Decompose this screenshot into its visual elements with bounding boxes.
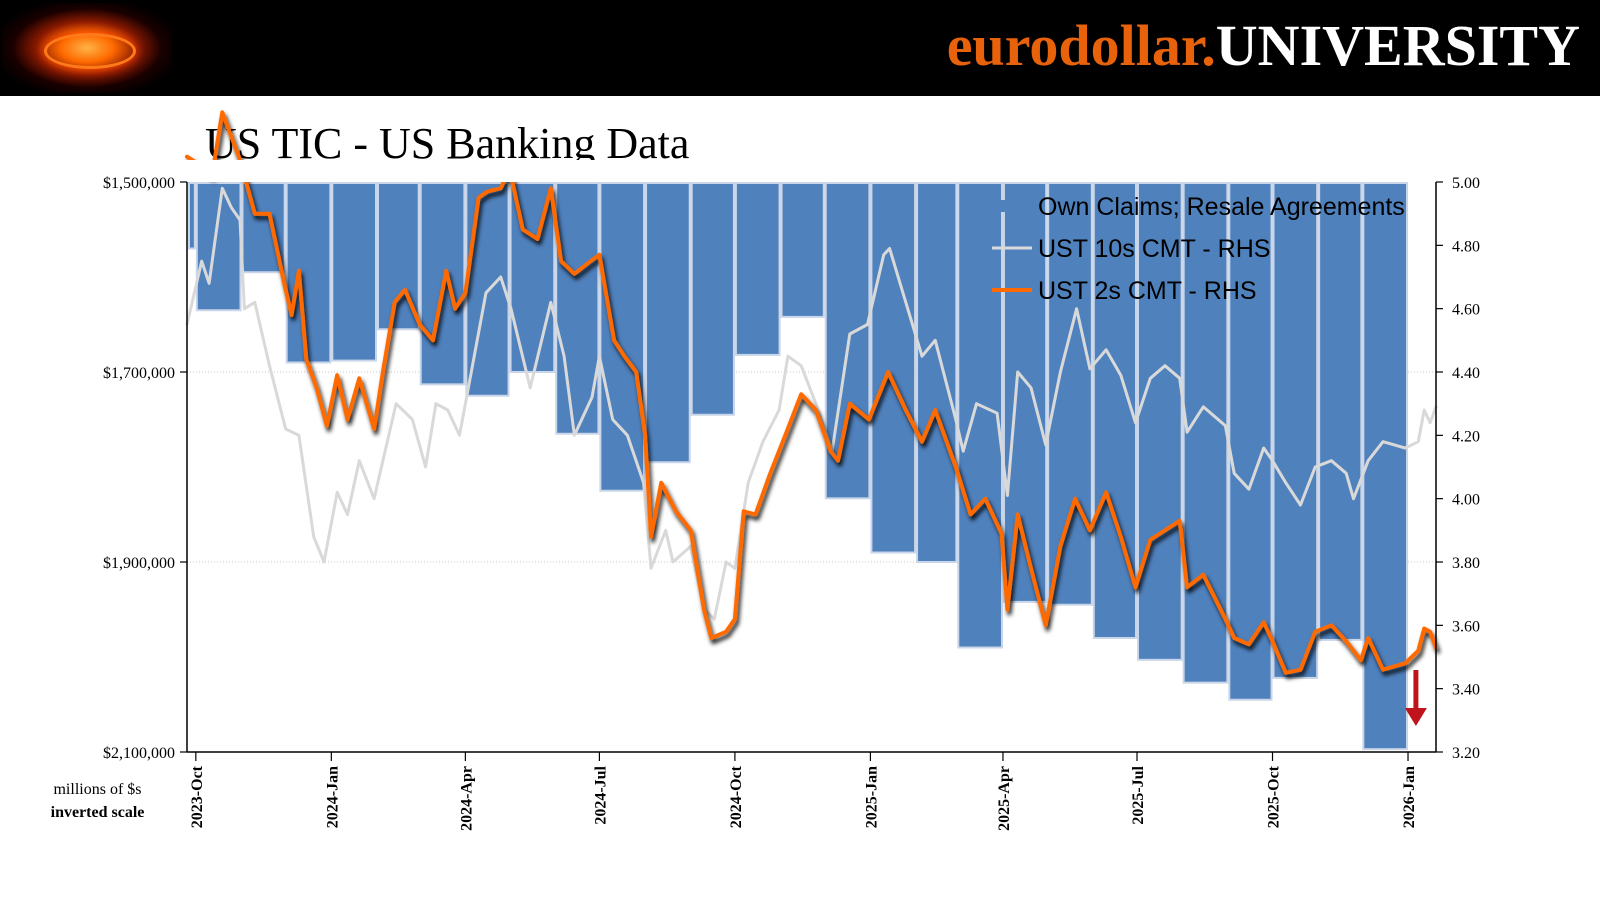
bar-2024-jul <box>599 182 646 492</box>
right-tick-label: 3.40 <box>1452 682 1480 699</box>
right-tick-label: 3.80 <box>1452 555 1480 572</box>
right-tick-label: 4.60 <box>1452 302 1480 319</box>
left-axis-units-note: millions of $s inverted scale <box>20 778 175 824</box>
right-tick-label: 5.00 <box>1452 175 1480 192</box>
gridlines <box>187 371 1436 563</box>
x-tick-label: 2025-Oct <box>1266 765 1283 828</box>
bar-series-own-claims <box>188 182 1409 751</box>
bar-2025-dec <box>1362 182 1409 751</box>
brand-wordmark: eurodollar.UNIVERSITY <box>947 8 1580 84</box>
brand-part-eurodollar: eurodollar. <box>946 13 1216 78</box>
brand-part-university: UNIVERSITY <box>1215 13 1580 78</box>
chart-title: US TIC - US Banking Data <box>205 119 690 168</box>
x-tick-label: 2025-Jul <box>1130 765 1147 824</box>
right-tick-label: 4.40 <box>1452 365 1480 382</box>
right-tick-label: 4.00 <box>1452 492 1480 509</box>
bar-2025-jul <box>1137 182 1183 661</box>
left-tick-label: $1,700,000 <box>103 365 175 382</box>
legend-label: UST 2s CMT - RHS <box>1038 277 1257 305</box>
bar-2024-jun <box>555 182 600 435</box>
plot-top-mask <box>182 160 1441 182</box>
bar-2025-mar <box>957 182 1003 649</box>
black-hole-logo-icon <box>2 3 172 93</box>
left-tick-label: $2,100,000 <box>103 745 175 762</box>
bar-2024-jan <box>331 182 378 362</box>
legend: Own Claims; Resale Agreements UST 10s CMT… <box>992 193 1405 305</box>
legend-label: UST 10s CMT - RHS <box>1038 235 1270 263</box>
bar-2025-oct <box>1272 182 1319 679</box>
logo-ring <box>44 33 136 69</box>
legend-label: Own Claims; Resale Agreements <box>1038 193 1405 221</box>
line-ust-10s <box>185 186 1438 621</box>
x-tick-label: 2024-Oct <box>728 765 745 828</box>
right-tick-label: 4.20 <box>1452 428 1480 445</box>
bar-2024-sep <box>690 182 735 416</box>
line-ust-2s <box>185 110 1438 675</box>
bar-2023-sep <box>188 182 196 250</box>
right-tick-label: 4.80 <box>1452 238 1480 255</box>
bar-2023-oct <box>195 182 242 312</box>
units-label: millions of $s <box>53 781 142 798</box>
bar-2025-apr <box>1002 182 1048 603</box>
bar-2025-sep <box>1228 182 1273 701</box>
left-tick-label: $1,900,000 <box>103 555 175 572</box>
left-tick-label: $1,500,000 <box>103 175 175 192</box>
down-arrow-head <box>1404 708 1427 726</box>
line-series-group <box>185 110 1438 675</box>
legend-swatch-bars <box>992 200 1032 212</box>
right-tick-label: 3.60 <box>1452 618 1480 635</box>
bar-2025-feb <box>916 182 958 563</box>
bar-2023-dec <box>285 182 332 364</box>
header-bar: eurodollar.UNIVERSITY <box>0 0 1600 96</box>
x-tick-label: 2026-Jan <box>1401 766 1418 828</box>
x-tick-label: 2025-Apr <box>996 766 1013 831</box>
bar-2025-nov <box>1318 182 1363 641</box>
x-tick-label: 2024-Jul <box>592 765 609 824</box>
bar-2024-nov <box>780 182 825 318</box>
annotations <box>1404 670 1427 726</box>
right-tick-label: 3.20 <box>1452 745 1480 762</box>
bar-2024-oct <box>734 182 781 356</box>
bar-2024-aug <box>645 182 691 464</box>
x-tick-label: 2024-Jan <box>324 766 341 828</box>
x-tick-label: 2025-Jan <box>863 766 880 828</box>
axes: $1,500,000 $1,700,000 $1,900,000 $2,100,000… <box>103 160 1480 831</box>
x-tick-label: 2023-Oct <box>189 765 206 828</box>
x-tick-label: 2024-Apr <box>458 766 475 831</box>
inverted-scale-label: inverted scale <box>50 804 145 821</box>
bar-2025-jan <box>870 182 917 554</box>
